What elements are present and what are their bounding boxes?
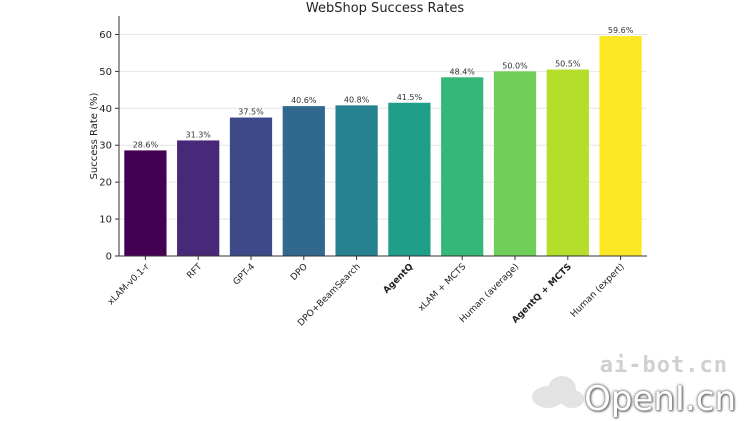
bars [124,35,642,257]
x-tick-label: RFT [185,262,204,281]
bar-value-label: 31.3% [185,130,211,139]
x-tick-label: DPO [289,262,310,283]
bar [599,35,642,256]
bar [335,105,378,256]
bar [388,102,431,257]
y-tick-label: 40 [99,104,112,115]
watermark-bottom-text: OpenI.cn [584,379,736,419]
y-tick-label: 30 [99,141,112,152]
bar-value-label: 50.0% [502,61,528,70]
axes [118,16,647,257]
bar [229,117,273,257]
chart-title: WebShop Success Rates [306,1,464,16]
bar-value-label: 37.5% [238,108,264,117]
bar-value-label: 41.5% [397,93,423,102]
x-tick-label: xLAM-v0.1-r [106,262,152,308]
y-tick-label: 50 [99,67,112,78]
x-tick-label: GPT-4 [232,262,258,288]
y-tick-label: 20 [99,178,112,189]
x-tick-label: Human (average) [458,262,521,325]
watermark: ai-bot.cn OpenI.cn [532,351,742,421]
bar-value-label: 50.5% [555,60,581,69]
bar [124,150,167,256]
y-axis-label: Success Rate (%) [89,92,100,179]
y-tick-label: 10 [99,215,112,226]
x-tick-label: AgentQ [382,262,416,296]
bar [546,69,589,257]
bar [441,77,484,257]
bar [177,140,220,256]
bar-value-label: 40.6% [291,96,317,105]
x-tick-label: xLAM + MCTS [417,262,469,314]
cloud-logo-icon [532,376,584,408]
y-tick-label: 0 [106,252,112,263]
bar-value-label: 28.6% [133,140,159,149]
bar-value-label: 40.8% [344,95,370,104]
y-tick-label: 60 [99,30,112,41]
bar [282,106,325,256]
watermark-top-text: ai-bot.cn [599,353,728,378]
value-labels: 28.6% 31.3% 37.5% 40.6% 40.8% 41.5% 48.4% 50.0%… [133,26,634,149]
x-tick-label: Human (expert) [569,262,627,320]
bar [493,71,537,256]
y-tick-labels: 0 10 20 30 40 50 60 [99,30,119,263]
bar-value-label: 59.6% [608,26,634,35]
x-tick-label: AgentQ + MCTS [510,262,574,326]
bar-value-label: 48.4% [449,67,475,76]
